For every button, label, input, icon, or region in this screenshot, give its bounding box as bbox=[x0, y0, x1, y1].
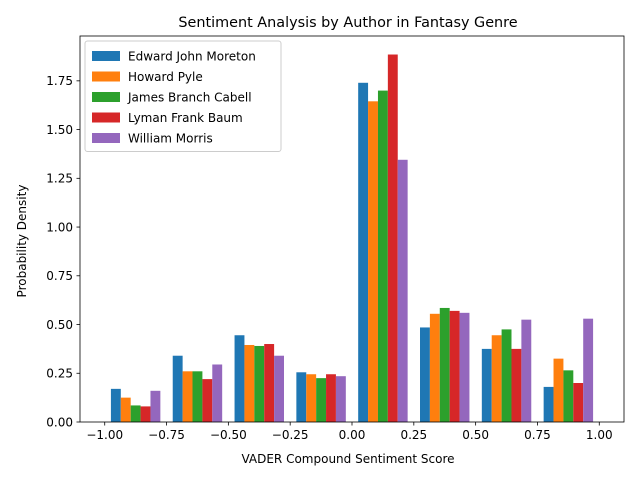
bar-james-branch-cabell-bin-5 bbox=[439, 307, 450, 422]
legend: Edward John Moreton Howard Pyle James Bran… bbox=[84, 40, 282, 152]
legend-label: Edward John Moreton bbox=[128, 50, 256, 64]
bar-william-morris-bin-4 bbox=[397, 159, 408, 423]
bar-james-branch-cabell-bin-3 bbox=[316, 378, 327, 422]
bar-lyman-frank-baum-bin-2 bbox=[264, 344, 275, 422]
x-tick-label: 0.00 bbox=[339, 428, 366, 442]
bars-group bbox=[110, 54, 594, 423]
y-tick-label: 0.25 bbox=[46, 367, 73, 381]
legend-label: Lyman Frank Baum bbox=[128, 111, 243, 125]
bar-james-branch-cabell-bin-1 bbox=[192, 371, 203, 422]
y-tick-label: 0.00 bbox=[46, 415, 73, 429]
bar-edward-john-moreton-bin-5 bbox=[420, 327, 430, 422]
bar-howard-pyle-bin-2 bbox=[244, 344, 255, 422]
y-tick-label: 1.25 bbox=[46, 172, 73, 186]
bar-edward-john-moreton-bin-7 bbox=[543, 386, 554, 422]
bar-james-branch-cabell-bin-7 bbox=[563, 370, 574, 422]
bar-howard-pyle-bin-7 bbox=[553, 358, 564, 422]
legend-box bbox=[84, 40, 282, 152]
y-tick-label: 0.75 bbox=[46, 269, 73, 283]
bar-edward-john-moreton-bin-2 bbox=[234, 335, 245, 422]
legend-label: Howard Pyle bbox=[128, 70, 203, 84]
bar-william-morris-bin-2 bbox=[274, 355, 284, 422]
bar-william-morris-bin-5 bbox=[459, 312, 470, 422]
bar-lyman-frank-baum-bin-1 bbox=[202, 379, 213, 422]
x-tick-label: 0.25 bbox=[400, 428, 427, 442]
x-tick-label: −0.50 bbox=[210, 428, 247, 442]
bar-edward-john-moreton-bin-0 bbox=[110, 388, 121, 422]
bar-james-branch-cabell-bin-6 bbox=[501, 329, 512, 422]
bar-lyman-frank-baum-bin-5 bbox=[449, 310, 460, 422]
bar-james-branch-cabell-bin-2 bbox=[254, 345, 265, 422]
bar-howard-pyle-bin-3 bbox=[306, 374, 317, 422]
bar-william-morris-bin-6 bbox=[521, 319, 532, 422]
x-tick-label: −0.75 bbox=[148, 428, 185, 442]
bar-edward-john-moreton-bin-1 bbox=[172, 355, 183, 422]
bar-james-branch-cabell-bin-4 bbox=[377, 90, 388, 422]
bar-howard-pyle-bin-1 bbox=[182, 371, 193, 422]
legend-swatch bbox=[92, 51, 120, 61]
legend-swatch bbox=[92, 112, 120, 123]
x-tick-label: −1.00 bbox=[86, 428, 123, 442]
bar-james-branch-cabell-bin-0 bbox=[130, 405, 141, 422]
bar-william-morris-bin-7 bbox=[583, 318, 594, 422]
legend-swatch bbox=[92, 71, 120, 82]
legend-swatch bbox=[92, 133, 120, 143]
bar-edward-john-moreton-bin-3 bbox=[296, 372, 307, 422]
legend-label: William Morris bbox=[128, 132, 213, 146]
x-tick-label: −0.25 bbox=[272, 428, 309, 442]
bar-howard-pyle-bin-5 bbox=[429, 313, 440, 422]
x-tick-label: 1.00 bbox=[586, 428, 613, 442]
y-ticks-group: 0.00 0.25 0.50 0.75 1.00 1.25 1.50 1.75 bbox=[46, 74, 80, 429]
y-tick-label: 1.00 bbox=[46, 220, 73, 234]
chart-title: Sentiment Analysis by Author in Fantasy … bbox=[178, 15, 517, 31]
x-tick-label: 0.75 bbox=[524, 428, 551, 442]
bar-william-morris-bin-0 bbox=[150, 390, 161, 422]
bar-edward-john-moreton-bin-4 bbox=[358, 82, 369, 422]
y-tick-label: 0.50 bbox=[46, 318, 73, 332]
y-tick-label: 1.50 bbox=[46, 123, 73, 137]
x-tick-label: 0.50 bbox=[462, 428, 489, 442]
bar-lyman-frank-baum-bin-4 bbox=[387, 54, 398, 423]
y-axis-label: Probability Density bbox=[15, 185, 29, 298]
x-axis-label: VADER Compound Sentiment Score bbox=[241, 452, 454, 466]
bar-howard-pyle-bin-4 bbox=[368, 101, 378, 422]
bar-lyman-frank-baum-bin-6 bbox=[511, 348, 522, 422]
bar-lyman-frank-baum-bin-0 bbox=[140, 406, 151, 422]
bar-howard-pyle-bin-6 bbox=[491, 335, 502, 422]
bar-howard-pyle-bin-0 bbox=[120, 397, 131, 422]
bar-william-morris-bin-3 bbox=[335, 376, 346, 422]
bar-lyman-frank-baum-bin-3 bbox=[326, 374, 336, 422]
x-ticks-group: −1.00 −0.75 −0.50 −0.25 0.00 0.25 0.50 0.75 1.00 bbox=[86, 422, 613, 442]
bar-lyman-frank-baum-bin-7 bbox=[573, 383, 584, 422]
legend-swatch bbox=[92, 92, 120, 102]
y-tick-label: 1.75 bbox=[46, 74, 73, 88]
legend-label: James Branch Cabell bbox=[127, 91, 252, 105]
bar-edward-john-moreton-bin-6 bbox=[481, 348, 492, 422]
bar-william-morris-bin-1 bbox=[212, 364, 223, 422]
